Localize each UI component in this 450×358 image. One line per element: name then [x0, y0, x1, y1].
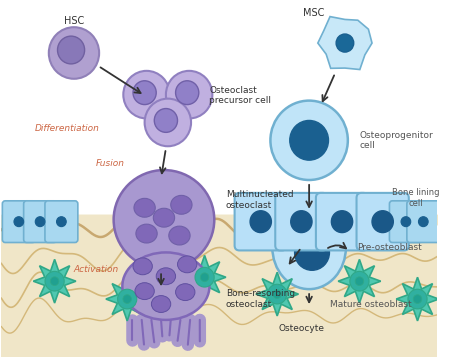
Ellipse shape: [50, 277, 59, 286]
Ellipse shape: [156, 268, 176, 285]
Text: MSC: MSC: [303, 8, 324, 18]
Ellipse shape: [169, 226, 190, 245]
Bar: [1, 220, 437, 357]
Ellipse shape: [270, 101, 348, 180]
Text: Bone-resorbing
osteoclast: Bone-resorbing osteoclast: [226, 289, 295, 309]
FancyBboxPatch shape: [2, 201, 35, 242]
Ellipse shape: [408, 289, 427, 309]
FancyBboxPatch shape: [45, 201, 78, 242]
Text: Fusion: Fusion: [95, 159, 124, 168]
PathPatch shape: [396, 277, 439, 321]
Text: Multinucleated
osteoclast: Multinucleated osteoclast: [226, 190, 293, 209]
Ellipse shape: [418, 217, 428, 227]
Ellipse shape: [133, 81, 156, 105]
Text: HSC: HSC: [64, 16, 84, 26]
FancyBboxPatch shape: [356, 193, 409, 251]
Ellipse shape: [153, 208, 175, 227]
Ellipse shape: [195, 267, 214, 287]
Ellipse shape: [134, 198, 155, 217]
Ellipse shape: [176, 81, 199, 105]
Ellipse shape: [413, 295, 422, 304]
Text: Osteoclast
precursor cell: Osteoclast precursor cell: [209, 86, 271, 105]
FancyBboxPatch shape: [234, 193, 287, 251]
FancyBboxPatch shape: [275, 193, 328, 251]
Ellipse shape: [268, 284, 287, 304]
Text: Pre-osteoblast: Pre-osteoblast: [357, 243, 422, 252]
PathPatch shape: [318, 16, 372, 69]
Ellipse shape: [14, 217, 24, 227]
PathPatch shape: [33, 260, 76, 303]
Ellipse shape: [166, 71, 212, 118]
Ellipse shape: [136, 224, 157, 243]
Ellipse shape: [290, 120, 328, 160]
Ellipse shape: [133, 258, 153, 275]
Ellipse shape: [273, 290, 281, 299]
Ellipse shape: [135, 283, 154, 300]
Text: Activation: Activation: [74, 265, 119, 274]
Ellipse shape: [123, 71, 170, 118]
Ellipse shape: [250, 211, 271, 233]
Ellipse shape: [171, 195, 192, 214]
Ellipse shape: [49, 27, 99, 79]
Ellipse shape: [350, 271, 369, 291]
PathPatch shape: [183, 255, 226, 299]
FancyBboxPatch shape: [316, 193, 368, 251]
Ellipse shape: [200, 273, 209, 282]
Ellipse shape: [295, 234, 329, 270]
Text: Bone lining
cell: Bone lining cell: [392, 188, 439, 208]
Ellipse shape: [372, 211, 393, 233]
Ellipse shape: [144, 98, 191, 146]
Ellipse shape: [291, 211, 312, 233]
Ellipse shape: [355, 277, 364, 286]
Ellipse shape: [331, 211, 353, 233]
Text: Osteoprogenitor
cell: Osteoprogenitor cell: [360, 131, 433, 150]
Ellipse shape: [35, 217, 45, 227]
Ellipse shape: [58, 36, 85, 64]
PathPatch shape: [338, 260, 381, 303]
Ellipse shape: [117, 289, 137, 309]
Ellipse shape: [114, 170, 214, 269]
Text: Mature osteoblast: Mature osteoblast: [330, 300, 412, 309]
FancyBboxPatch shape: [389, 201, 423, 242]
FancyBboxPatch shape: [407, 201, 440, 242]
Text: Differentiation: Differentiation: [35, 124, 99, 133]
Ellipse shape: [57, 217, 66, 227]
Ellipse shape: [336, 34, 354, 52]
Ellipse shape: [45, 271, 64, 291]
Ellipse shape: [123, 295, 131, 304]
Ellipse shape: [272, 206, 346, 289]
PathPatch shape: [256, 272, 298, 316]
Ellipse shape: [122, 252, 209, 320]
Ellipse shape: [401, 217, 411, 227]
Ellipse shape: [176, 284, 195, 301]
Ellipse shape: [177, 256, 197, 273]
PathPatch shape: [106, 277, 148, 321]
Ellipse shape: [151, 296, 171, 313]
FancyBboxPatch shape: [24, 201, 57, 242]
Ellipse shape: [154, 108, 177, 132]
Text: Osteocyte: Osteocyte: [279, 324, 324, 333]
